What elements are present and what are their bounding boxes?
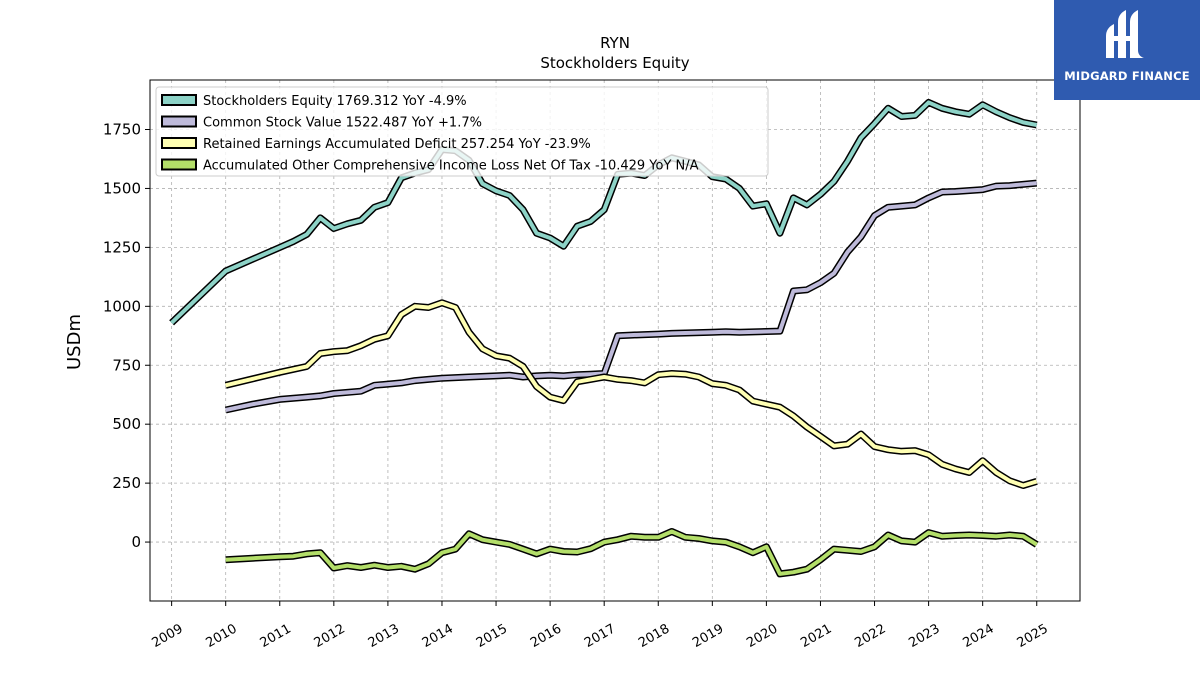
- legend-swatch: [161, 158, 197, 171]
- series-line-4: [225, 529, 1038, 576]
- x-tick-label: 2025: [1015, 621, 1051, 651]
- x-tick-label: 2019: [690, 621, 726, 651]
- x-tick-label: 2017: [582, 621, 618, 651]
- x-tick-label: 2022: [852, 621, 888, 651]
- midgard-finance-logo: MIDGARD FINANCE: [1054, 0, 1200, 100]
- plot-frame: [149, 79, 1081, 602]
- legend-label: Retained Earnings Accumulated Deficit 25…: [203, 137, 591, 152]
- y-tick-label: 1000: [103, 297, 141, 315]
- legend-label: Accumulated Other Comprehensive Income L…: [203, 159, 699, 174]
- x-tick-label: 2013: [366, 621, 402, 651]
- chart-title: RYN: [600, 34, 630, 52]
- x-tick-label: 2014: [420, 621, 456, 651]
- legend-label: Stockholders Equity 1769.312 YoY -4.9%: [203, 94, 467, 109]
- y-tick-label: 0: [131, 533, 141, 551]
- x-tick-label: 2021: [798, 621, 834, 651]
- x-tick-label: 2024: [961, 621, 997, 651]
- y-tick-label: 250: [112, 474, 141, 492]
- series-line-3: [225, 300, 1038, 488]
- y-tick-label: 1750: [103, 121, 141, 139]
- chart-subtitle: Stockholders Equity: [540, 54, 689, 72]
- x-tick-label: 2010: [204, 621, 240, 651]
- y-tick-label: 1250: [103, 238, 141, 256]
- y-axis-ticks: 0 250 500 750 1000 1250 1500 1750: [103, 121, 150, 551]
- x-axis-ticks: 2009 2010 2011 2012 2013 2014 2015 2016 2017 2018…: [149, 601, 1051, 651]
- y-tick-label: 750: [112, 356, 141, 374]
- y-axis-label: USDm: [64, 314, 85, 370]
- midgard-logo-icon: [1106, 10, 1144, 58]
- series-line-2: [225, 181, 1037, 412]
- x-tick-label: 2018: [636, 621, 672, 651]
- logo-text: MIDGARD FINANCE: [1064, 69, 1190, 83]
- legend-swatch: [161, 94, 197, 106]
- x-tick-label: 2012: [312, 621, 348, 651]
- x-tick-label: 2016: [528, 621, 564, 651]
- legend-box: [155, 86, 769, 177]
- legend-swatch: [161, 137, 197, 149]
- series-outline-2: [224, 179, 1038, 414]
- x-tick-label: 2023: [906, 621, 942, 651]
- legend: Stockholders Equity 1769.312 YoY -4.9% Co…: [155, 86, 769, 177]
- legend-label: Common Stock Value 1522.487 YoY +1.7%: [203, 116, 482, 131]
- x-tick-label: 2015: [474, 621, 510, 651]
- legend-swatch: [161, 115, 197, 128]
- y-tick-label: 1500: [103, 179, 141, 197]
- y-tick-label: 500: [112, 415, 141, 433]
- x-tick-label: 2011: [258, 621, 294, 651]
- x-tick-label: 2020: [744, 621, 780, 651]
- x-tick-label: 2009: [149, 621, 185, 651]
